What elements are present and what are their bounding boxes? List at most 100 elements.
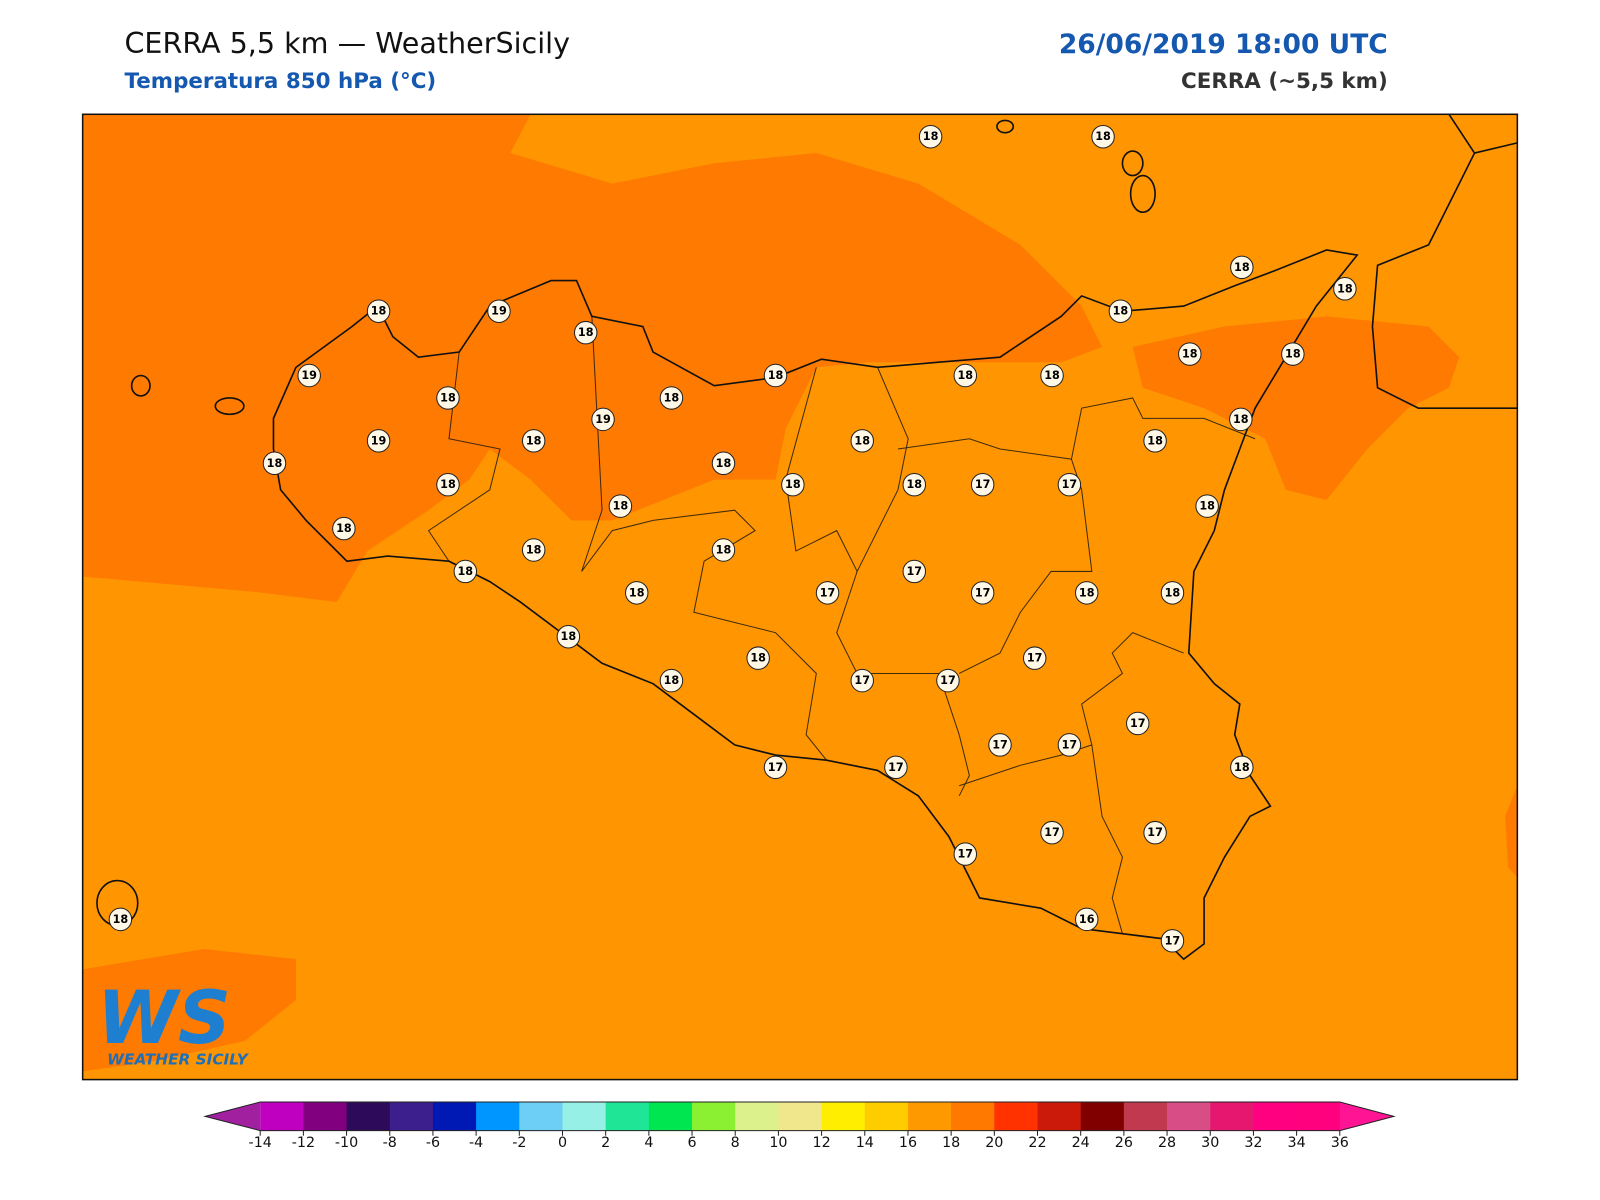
model: CERRA (~5,5 km)	[1181, 69, 1388, 94]
station-value: 17	[820, 586, 836, 599]
station-value: 18	[113, 913, 129, 926]
colorbar-tick-label: 0	[558, 1135, 567, 1151]
datetime: 26/06/2019 18:00 UTC	[1059, 29, 1388, 60]
station-value: 18	[578, 326, 594, 339]
station-value: 17	[940, 674, 956, 687]
station-value: 18	[1182, 348, 1198, 361]
colorbar-tick-label: -10	[335, 1135, 358, 1151]
station-value: 18	[1165, 586, 1181, 599]
colorbar-bin	[994, 1102, 1039, 1131]
station-marker	[953, 363, 978, 388]
colorbar-bin	[951, 1102, 995, 1131]
station-value: 17	[906, 565, 922, 578]
station-value: 18	[1234, 261, 1250, 274]
station-marker	[1108, 299, 1133, 323]
colorbar-bin	[389, 1102, 434, 1131]
subtitle: Temperatura 850 hPa (°C)	[124, 69, 436, 94]
station-value: 18	[1233, 413, 1249, 426]
station-value: 19	[491, 305, 507, 318]
station-value: 17	[1027, 652, 1043, 665]
station-value: 18	[1079, 586, 1095, 599]
station-marker	[1075, 581, 1099, 605]
station-value: 18	[664, 391, 680, 404]
colorbar-tick-label: 28	[1158, 1135, 1176, 1151]
colorbar-bin	[648, 1102, 693, 1131]
station-value: 18	[923, 130, 939, 143]
station-marker	[1195, 494, 1219, 518]
colorbar-tick-label: -6	[426, 1135, 440, 1151]
station-marker	[625, 581, 649, 605]
colorbar-bin	[519, 1102, 563, 1131]
station-value: 17	[1165, 934, 1181, 947]
station-marker	[659, 386, 684, 410]
station-marker	[1230, 755, 1254, 780]
stations: 18 18 18 18 18 19 18 18 18 18 19 18 18 18 18 18 19 18 19 18…	[108, 125, 1357, 953]
station-value: 18	[526, 544, 542, 557]
station-marker	[659, 668, 684, 693]
warm-area	[1505, 785, 1518, 878]
station-marker	[1160, 581, 1185, 605]
colorbar-bin	[1080, 1102, 1125, 1131]
station-marker	[1075, 907, 1099, 932]
station-marker	[1143, 429, 1167, 453]
station-marker	[521, 429, 546, 453]
station-value: 18	[457, 565, 473, 578]
station-value: 18	[750, 652, 766, 665]
colorbar-bin	[821, 1102, 866, 1131]
station-marker	[556, 625, 581, 649]
station-marker	[1160, 929, 1185, 953]
colorbar-tick-label: 12	[813, 1135, 831, 1151]
station-value: 18	[1234, 761, 1250, 774]
station-value: 18	[906, 478, 922, 491]
colorbar-bin	[1167, 1102, 1211, 1131]
station-marker	[1022, 646, 1047, 670]
station-value: 19	[301, 369, 317, 382]
colorbar-bin	[432, 1102, 477, 1131]
station-marker	[1057, 733, 1082, 757]
station-value: 18	[1285, 348, 1301, 361]
station-marker	[970, 581, 995, 605]
colorbar-tick-label: 30	[1201, 1135, 1219, 1151]
colorbar-tick-label: 22	[1028, 1135, 1046, 1151]
colorbar-bin	[1037, 1102, 1082, 1131]
warm-area	[1132, 316, 1460, 500]
station-marker	[953, 842, 978, 866]
colorbar-tick-label: 6	[688, 1135, 697, 1151]
station-marker	[1230, 255, 1254, 280]
station-value: 18	[561, 630, 577, 643]
station-marker	[1178, 342, 1202, 366]
station-marker	[711, 538, 736, 562]
station-value: 18	[716, 544, 732, 557]
station-value: 17	[992, 738, 1008, 751]
colorbar-tick-label: 24	[1072, 1135, 1090, 1151]
station-value: 19	[595, 413, 611, 426]
station-value: 17	[1147, 826, 1163, 839]
station-marker	[711, 451, 736, 475]
colorbar-bin	[735, 1102, 779, 1131]
colorbar-bin	[1296, 1102, 1341, 1131]
station-marker	[1040, 363, 1064, 388]
colorbar-bin	[562, 1102, 607, 1131]
station-value: 18	[716, 457, 732, 470]
colorbar: -14 -12 -10 -8 -6 -4 -2 0 2 4 6 8 10 12 14 16 18 20 22 24 26…	[203, 1101, 1396, 1151]
station-value: 18	[1147, 434, 1163, 447]
colorbar-tick-label: 26	[1115, 1135, 1133, 1151]
title: CERRA 5,5 km — WeatherSicily	[124, 26, 570, 60]
colorbar-tick-label: 8	[731, 1135, 740, 1151]
station-marker	[746, 646, 770, 670]
station-marker	[1333, 277, 1357, 301]
station-value: 18	[1095, 130, 1111, 143]
station-marker	[487, 299, 511, 323]
station-value: 18	[526, 434, 542, 447]
station-value: 17	[957, 848, 973, 861]
colorbar-bin	[476, 1102, 520, 1131]
station-marker	[591, 407, 615, 432]
station-marker	[1143, 820, 1167, 845]
colorbar-bin	[1253, 1102, 1298, 1131]
station-value: 18	[1199, 500, 1215, 513]
station-value: 19	[371, 434, 387, 447]
station-value: 17	[1062, 738, 1078, 751]
station-value: 17	[768, 761, 784, 774]
station-marker	[436, 386, 460, 410]
station-marker	[1091, 125, 1115, 149]
